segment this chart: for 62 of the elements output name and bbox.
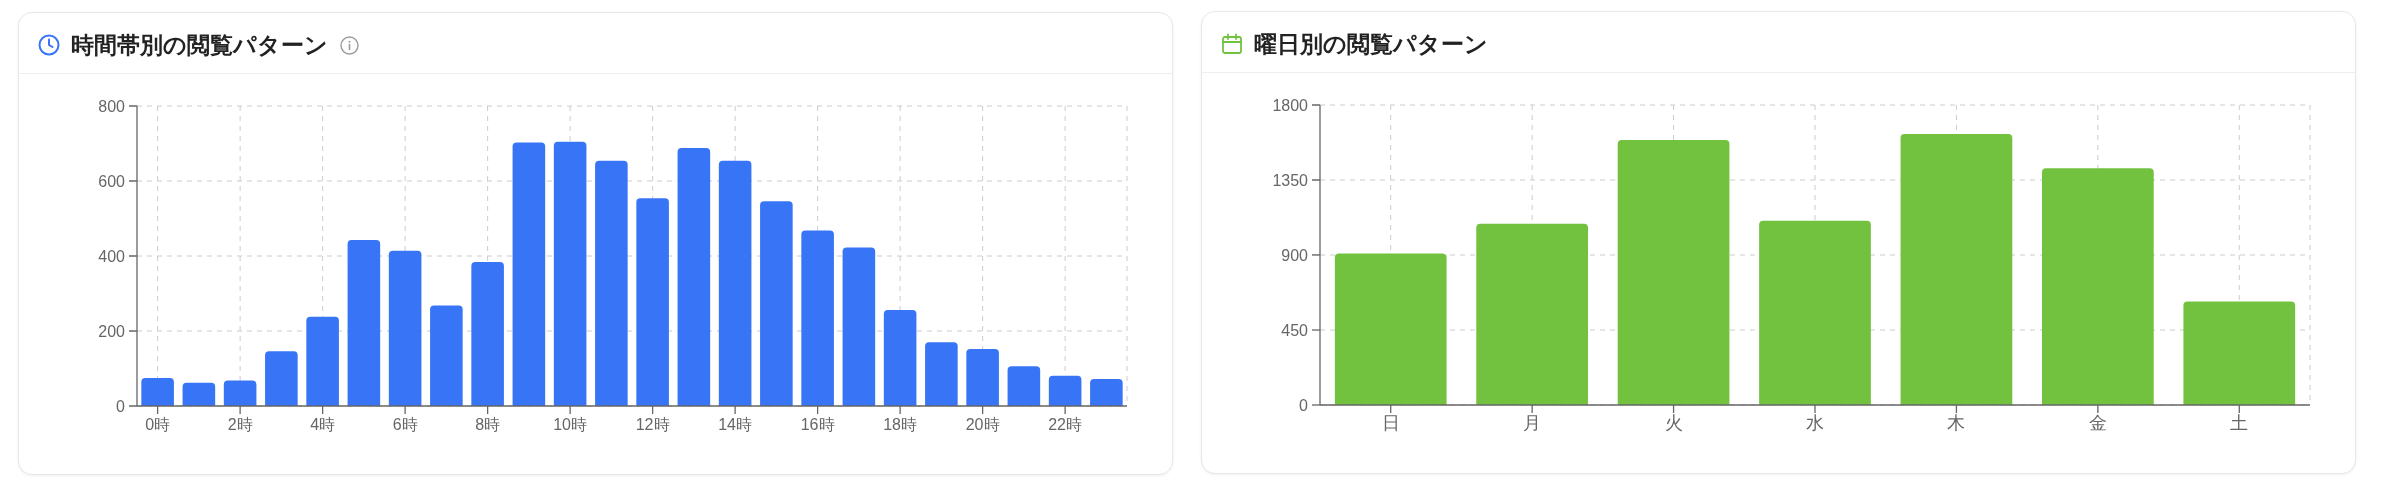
x-tick-label: 火 xyxy=(1664,413,1683,434)
bar xyxy=(265,351,298,406)
bar xyxy=(801,230,834,406)
y-tick-label: 1800 xyxy=(1272,96,1309,114)
y-tick-label: 600 xyxy=(98,172,126,190)
bar xyxy=(883,310,917,406)
bar xyxy=(471,262,504,406)
x-tick-label: 12時 xyxy=(635,415,670,433)
y-tick-label: 0 xyxy=(1299,396,1309,414)
y-tick-label: 1350 xyxy=(1272,171,1309,189)
bar xyxy=(182,382,216,406)
x-tick-label: 22時 xyxy=(1048,415,1083,433)
bar xyxy=(2041,168,2154,405)
bar xyxy=(306,316,339,406)
bar xyxy=(347,239,381,406)
bar xyxy=(636,198,669,406)
x-tick-label: 16時 xyxy=(800,415,835,433)
x-tick-label: 18時 xyxy=(883,415,918,433)
bar xyxy=(223,380,257,406)
x-tick-label: 月 xyxy=(1523,413,1542,434)
bar xyxy=(1759,220,1871,405)
x-tick-label: 4時 xyxy=(310,415,336,433)
bar xyxy=(1617,140,1730,405)
bar xyxy=(677,148,711,406)
bar xyxy=(966,349,999,406)
bar xyxy=(388,250,422,406)
bar xyxy=(1048,375,1082,406)
x-tick-label: 14時 xyxy=(718,415,753,433)
bar xyxy=(925,342,958,406)
x-tick-label: 2時 xyxy=(227,415,253,433)
chart-title: 曜日別の閲覧パターン xyxy=(1254,29,1488,59)
bar xyxy=(141,377,174,406)
bar xyxy=(1334,253,1447,405)
y-tick-label: 200 xyxy=(98,322,126,340)
bar xyxy=(553,141,587,406)
bar xyxy=(595,160,628,406)
x-tick-label: 土 xyxy=(2230,413,2249,434)
bar xyxy=(1007,366,1041,406)
y-tick-label: 900 xyxy=(1281,246,1309,264)
y-tick-label: 800 xyxy=(98,97,126,115)
bar xyxy=(1476,223,1589,405)
x-tick-label: 6時 xyxy=(392,415,418,433)
x-tick-label: 木 xyxy=(1947,413,1966,434)
x-tick-label: 金 xyxy=(2088,413,2107,434)
x-tick-label: 8時 xyxy=(475,415,501,433)
bar xyxy=(430,305,463,406)
chart-title: 時間帯別の閲覧パターン xyxy=(71,30,328,60)
bar xyxy=(842,247,876,406)
bar xyxy=(512,142,546,406)
x-tick-label: 20時 xyxy=(965,415,1000,433)
bar xyxy=(1090,379,1123,406)
x-tick-label: 10時 xyxy=(553,415,588,433)
y-tick-label: 400 xyxy=(98,247,126,265)
x-tick-label: 0時 xyxy=(145,415,171,433)
x-tick-label: 日 xyxy=(1381,413,1400,434)
y-tick-label: 450 xyxy=(1281,321,1309,339)
bar xyxy=(718,160,752,406)
y-tick-label: 0 xyxy=(116,397,126,415)
bar xyxy=(2183,301,2296,405)
bar xyxy=(760,201,793,406)
x-tick-label: 水 xyxy=(1806,413,1824,434)
bar xyxy=(1900,134,2013,405)
